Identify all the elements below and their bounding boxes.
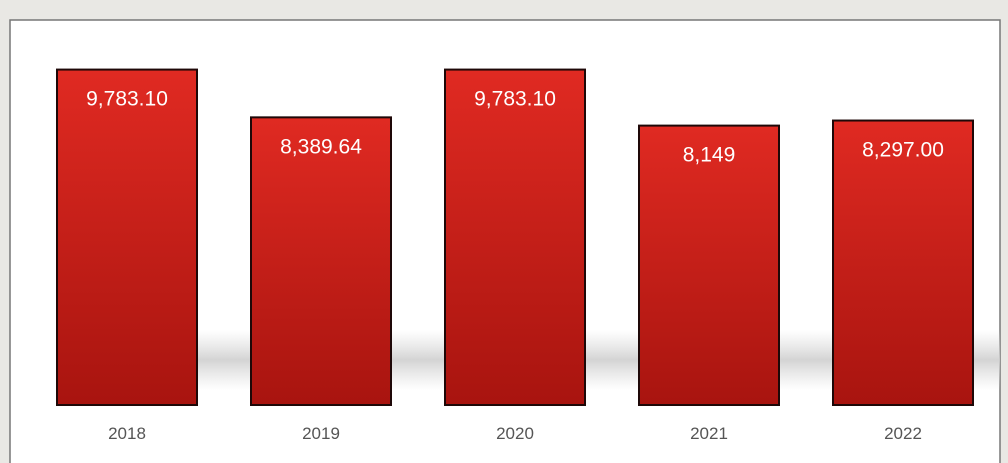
x-tick-label-2018: 2018 [108,424,146,443]
x-tick-label-2022: 2022 [884,424,922,443]
bar-2022 [832,119,974,406]
data-label-2018: 9,783.10 [86,88,168,111]
bar-2019 [250,116,392,407]
x-tick-label-2019: 2019 [302,424,340,443]
bar-2021 [638,124,780,406]
data-label-2019: 8,389.64 [280,135,362,158]
x-tick-label-2020: 2020 [496,424,534,443]
bar-2018 [56,68,198,406]
data-label-2021: 8,149 [683,144,736,167]
data-label-2022: 8,297.00 [862,139,944,162]
x-tick-label-2021: 2021 [690,424,728,443]
data-label-2020: 9,783.10 [474,88,556,111]
bar-2020 [444,68,586,406]
